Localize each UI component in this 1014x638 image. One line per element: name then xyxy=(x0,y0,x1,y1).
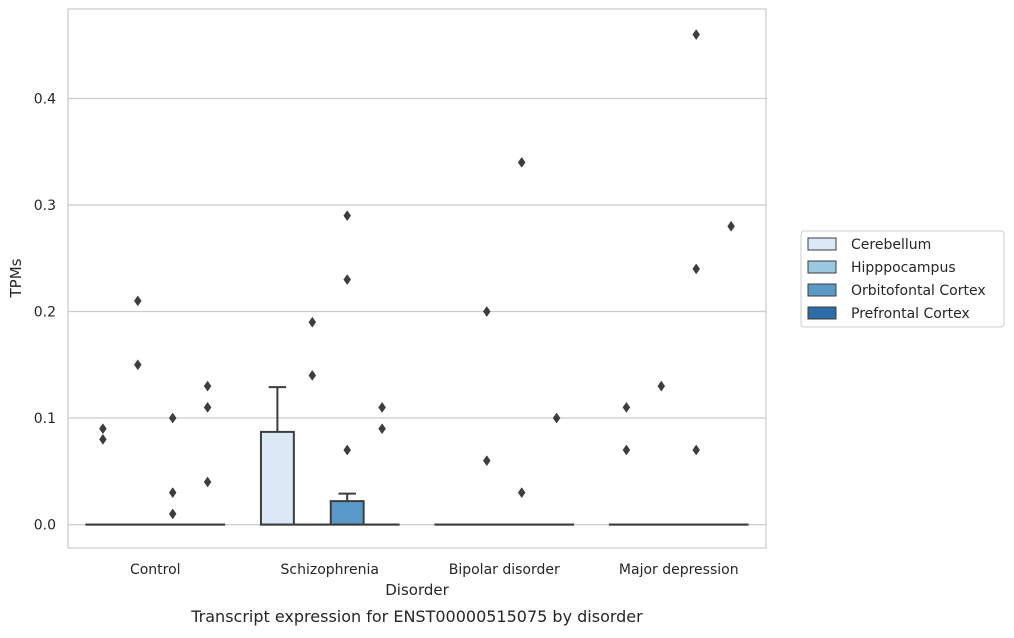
outlier-point xyxy=(379,424,386,434)
legend-swatch xyxy=(808,261,836,273)
y-tick-label: 0.2 xyxy=(34,305,56,321)
box-hipppocampus xyxy=(469,307,504,525)
x-tick-label: Schizophrenia xyxy=(281,562,379,578)
box-prefrontal-cortex xyxy=(539,413,574,525)
legend-label: Prefrontal Cortex xyxy=(851,306,970,322)
legend-swatch xyxy=(808,307,836,319)
legend-swatch xyxy=(808,284,836,296)
x-tick-label: Major depression xyxy=(619,562,739,578)
box-hipppocampus xyxy=(295,317,330,524)
outlier-point xyxy=(623,402,630,412)
outlier-point xyxy=(518,488,525,498)
legend-label: Cerebellum xyxy=(851,237,931,253)
box-orbitofontal-cortex xyxy=(679,30,714,525)
y-tick-label: 0.0 xyxy=(34,518,56,534)
box-hipppocampus xyxy=(120,296,155,525)
box-orbitofontal-cortex xyxy=(155,413,190,525)
y-tick-label: 0.3 xyxy=(34,198,56,214)
y-tick-labels: 0.0 0.1 0.2 0.3 0.4 xyxy=(34,91,56,533)
outlier-point xyxy=(518,157,525,167)
box-prefrontal-cortex xyxy=(714,221,749,524)
outlier-point xyxy=(728,221,735,231)
outlier-point xyxy=(344,211,351,221)
outlier-point xyxy=(99,434,106,444)
outlier-point xyxy=(309,317,316,327)
outlier-point xyxy=(309,370,316,380)
x-axis-title: Disorder xyxy=(385,581,449,599)
outlier-point xyxy=(483,456,490,466)
box-cerebellum xyxy=(609,402,644,524)
box-cerebellum xyxy=(260,387,295,524)
legend-label: Orbitofontal Cortex xyxy=(851,283,986,299)
outlier-point xyxy=(379,402,386,412)
outlier-point xyxy=(169,509,176,519)
outlier-point xyxy=(344,445,351,455)
box-orbitofontal-cortex xyxy=(330,211,365,525)
outlier-point xyxy=(693,30,700,40)
outlier-point xyxy=(169,488,176,498)
outlier-point xyxy=(204,477,211,487)
box-rect xyxy=(261,432,294,525)
box-prefrontal-cortex xyxy=(190,381,225,524)
x-tick-labels: Control Schizophrenia Bipolar disorder Majo… xyxy=(130,562,739,578)
x-tick-label: Control xyxy=(130,562,181,578)
box-prefrontal-cortex xyxy=(365,402,400,524)
outlier-point xyxy=(693,445,700,455)
box-orbitofontal-cortex xyxy=(504,157,539,524)
gridlines xyxy=(68,98,766,524)
outlier-point xyxy=(134,360,141,370)
outlier-point xyxy=(204,381,211,391)
x-tick-label: Bipolar disorder xyxy=(449,562,560,578)
legend-label: Hipppocampus xyxy=(851,260,956,276)
outlier-point xyxy=(553,413,560,423)
outlier-point xyxy=(99,424,106,434)
box-rect xyxy=(331,501,364,524)
box-hipppocampus xyxy=(644,381,679,524)
outlier-point xyxy=(693,264,700,274)
plot-marks xyxy=(85,30,748,525)
legend-swatch xyxy=(808,238,836,250)
outlier-point xyxy=(623,445,630,455)
legend: Cerebellum Hipppocampus Orbitofontal Corte… xyxy=(801,231,1004,327)
outlier-point xyxy=(204,402,211,412)
outlier-point xyxy=(134,296,141,306)
outlier-point xyxy=(658,381,665,391)
box-cerebellum xyxy=(85,424,120,525)
chart-caption: Transcript expression for ENST0000051507… xyxy=(190,607,643,626)
y-tick-label: 0.1 xyxy=(34,411,56,427)
outlier-point xyxy=(169,413,176,423)
y-tick-label: 0.4 xyxy=(34,91,56,107)
outlier-point xyxy=(483,307,490,317)
plot-area-frame xyxy=(68,9,766,548)
y-axis-title: TPMs xyxy=(7,258,25,298)
outlier-point xyxy=(344,275,351,285)
